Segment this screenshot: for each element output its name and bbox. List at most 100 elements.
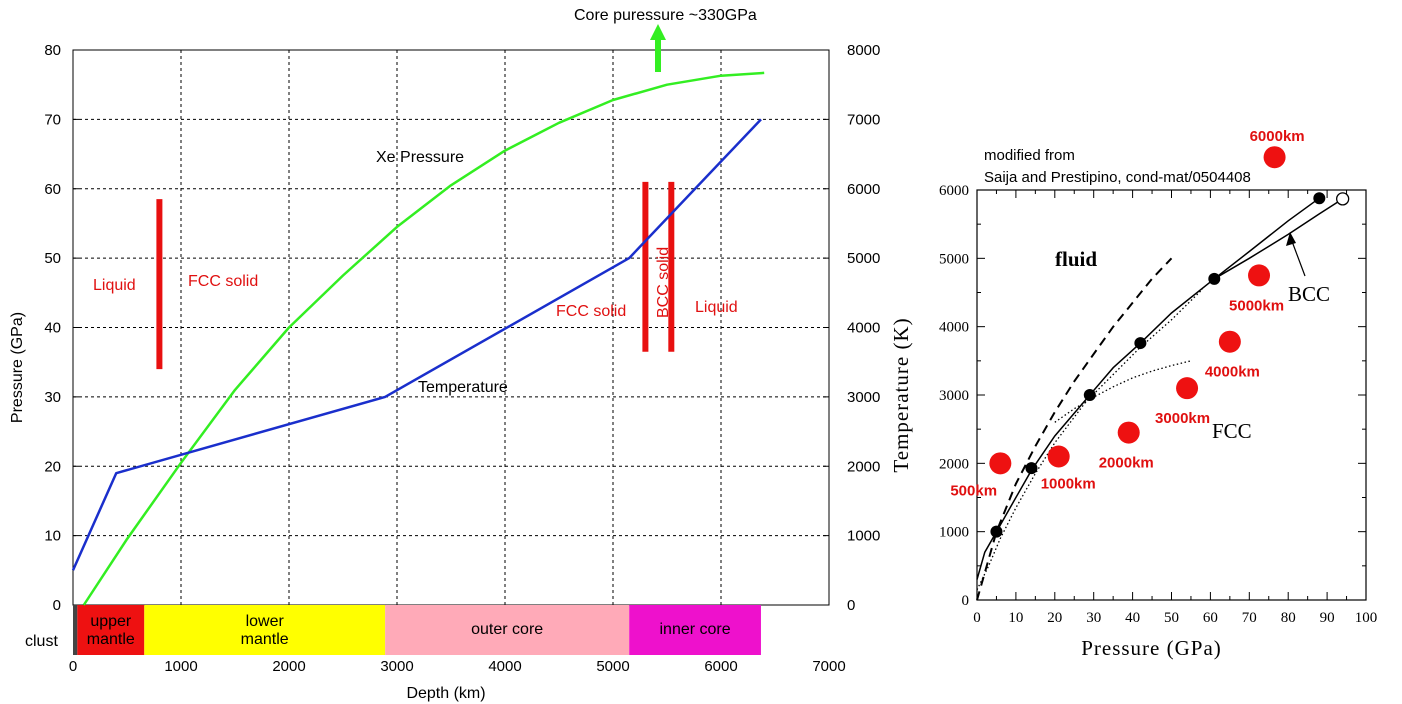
depth-marker-label: 3000km bbox=[1155, 410, 1210, 427]
data-point-filled bbox=[1313, 192, 1326, 205]
layer-band bbox=[385, 605, 630, 655]
layer-label-line: outer core bbox=[471, 621, 543, 638]
x-tick-label: 6000 bbox=[704, 658, 737, 675]
y-tick-label: 5000 bbox=[939, 251, 969, 267]
depth-marker-label: 1000km bbox=[1041, 476, 1096, 493]
dashed-melting-curve bbox=[976, 257, 1173, 601]
core-pressure-arrow-head bbox=[650, 24, 666, 40]
data-point-open bbox=[1336, 192, 1350, 206]
phase-diagram-chart: 0 10 20 30 40 50 60 70 80 90 100010002000300040005… bbox=[889, 128, 1377, 660]
depth-marker-point bbox=[1117, 421, 1140, 444]
y-tick-label: 60 bbox=[44, 181, 61, 198]
data-point-filled bbox=[1083, 389, 1096, 401]
plot-frame bbox=[976, 189, 1367, 601]
x-tick-label: 1000 bbox=[164, 658, 197, 675]
bcc-arrow-head bbox=[1286, 232, 1296, 246]
depth-marker-point bbox=[989, 452, 1012, 475]
layer-label-line: clust bbox=[25, 633, 58, 650]
depth-marker-label: 4000km bbox=[1205, 364, 1260, 381]
y2-tick-label: 8000 bbox=[847, 42, 880, 59]
y-axis-label: Temperature (K) bbox=[889, 317, 913, 472]
layer-label-line: lower bbox=[246, 613, 285, 630]
y-tick-label: 20 bbox=[44, 458, 61, 475]
annotation-label: FCC solid bbox=[188, 273, 258, 290]
layer-label-line: mantle bbox=[87, 631, 135, 648]
dotted-curve bbox=[976, 288, 1204, 591]
y-tick-label: 2000 bbox=[939, 456, 969, 472]
annotation-label: Liquid bbox=[93, 277, 136, 294]
x-axis-label: Pressure (GPa) bbox=[1081, 636, 1222, 660]
depth-marker-label: 5000km bbox=[1229, 297, 1284, 314]
x-tick-label: 30 bbox=[1086, 610, 1101, 626]
x-tick-label: 60 bbox=[1203, 610, 1218, 626]
depth-profile-chart: 0 10 20 30 40 50 60 70 80 0 1000 2000 3000 4000 5000 60… bbox=[9, 7, 880, 702]
y-tick-label: 6000 bbox=[939, 183, 969, 199]
depth-marker-point bbox=[1047, 445, 1070, 468]
x-tick-label: 2000 bbox=[272, 658, 305, 675]
solid-melting-curve bbox=[976, 197, 1320, 580]
x-tick-label: 90 bbox=[1320, 610, 1335, 626]
depth-marker-label: 6000km bbox=[1250, 128, 1305, 145]
chart-title-line: modified from bbox=[984, 147, 1075, 164]
region-label: BCC bbox=[1288, 282, 1330, 306]
annotation-label: Liquid bbox=[695, 299, 738, 316]
data-point-filled bbox=[1134, 337, 1147, 350]
depth-marker-label: 2000km bbox=[1099, 455, 1154, 472]
y2-tick-label: 7000 bbox=[847, 111, 880, 128]
layer-band bbox=[73, 605, 78, 655]
layer-label: upper mantle bbox=[87, 613, 135, 648]
layer-label: clust bbox=[25, 633, 58, 650]
x-tick-label: 10 bbox=[1008, 610, 1023, 626]
y-tick-label: 70 bbox=[44, 111, 61, 128]
y2-tick-label: 6000 bbox=[847, 181, 880, 198]
chart-title: modified from Saija and Prestipino, cond-… bbox=[984, 147, 1251, 186]
x-tick-label: 20 bbox=[1047, 610, 1062, 626]
y2-tick-label: 4000 bbox=[847, 320, 880, 337]
y-tick-label: 0 bbox=[962, 593, 970, 609]
y-tick-label: 4000 bbox=[939, 320, 969, 336]
layer-label: lower mantle bbox=[241, 613, 289, 648]
y-tick-label: 40 bbox=[44, 320, 61, 337]
x-tick-label: 3000 bbox=[380, 658, 413, 675]
layer-label: inner core bbox=[660, 621, 731, 638]
annotation-label: Core puressure ~330GPa bbox=[574, 7, 757, 24]
x-tick-label: 5000 bbox=[596, 658, 629, 675]
layer-band bbox=[144, 605, 386, 655]
region-label: FCC bbox=[1212, 419, 1252, 443]
y2-tick-label: 1000 bbox=[847, 528, 880, 545]
annotation-label: BCC solid bbox=[655, 247, 672, 318]
x-tick-label: 40 bbox=[1125, 610, 1140, 626]
layer-label: outer core bbox=[471, 621, 543, 638]
y-tick-label: 80 bbox=[44, 42, 61, 59]
y2-tick-label: 2000 bbox=[847, 458, 880, 475]
layer-label-line: inner core bbox=[660, 621, 731, 638]
depth-marker-point bbox=[1263, 146, 1286, 169]
y2-tick-label: 5000 bbox=[847, 250, 880, 267]
y-tick-label: 3000 bbox=[939, 388, 969, 404]
chart-title-line: Saija and Prestipino, cond-mat/0504408 bbox=[984, 169, 1251, 186]
layer-band bbox=[77, 605, 145, 655]
y-tick-label: 50 bbox=[44, 250, 61, 267]
data-point-filled bbox=[1025, 462, 1038, 475]
layer-label-line: upper bbox=[90, 613, 132, 630]
y-tick-label: 10 bbox=[44, 528, 61, 545]
x-tick-label: 7000 bbox=[812, 658, 845, 675]
y-tick-label: 30 bbox=[44, 389, 61, 406]
x-tick-label: 100 bbox=[1355, 610, 1378, 626]
x-tick-label: 70 bbox=[1242, 610, 1257, 626]
region-label: fluid bbox=[1055, 247, 1097, 271]
x-tick-label: 0 bbox=[69, 658, 77, 675]
data-point-filled bbox=[990, 525, 1003, 538]
y2-tick-label: 0 bbox=[847, 597, 855, 614]
depth-marker-label: 500km bbox=[950, 482, 997, 499]
solid-melting-curve bbox=[1213, 198, 1344, 280]
x-tick-label: 0 bbox=[973, 610, 981, 626]
depth-marker-point bbox=[1176, 377, 1199, 400]
depth-marker-point bbox=[1248, 264, 1271, 287]
x-axis-label: Depth (km) bbox=[406, 685, 485, 702]
temperature-line bbox=[71, 118, 762, 571]
y-axis-label: Pressure (GPa) bbox=[9, 312, 26, 423]
data-point-filled bbox=[1208, 272, 1221, 285]
annotation-label: Temperature bbox=[418, 379, 508, 396]
